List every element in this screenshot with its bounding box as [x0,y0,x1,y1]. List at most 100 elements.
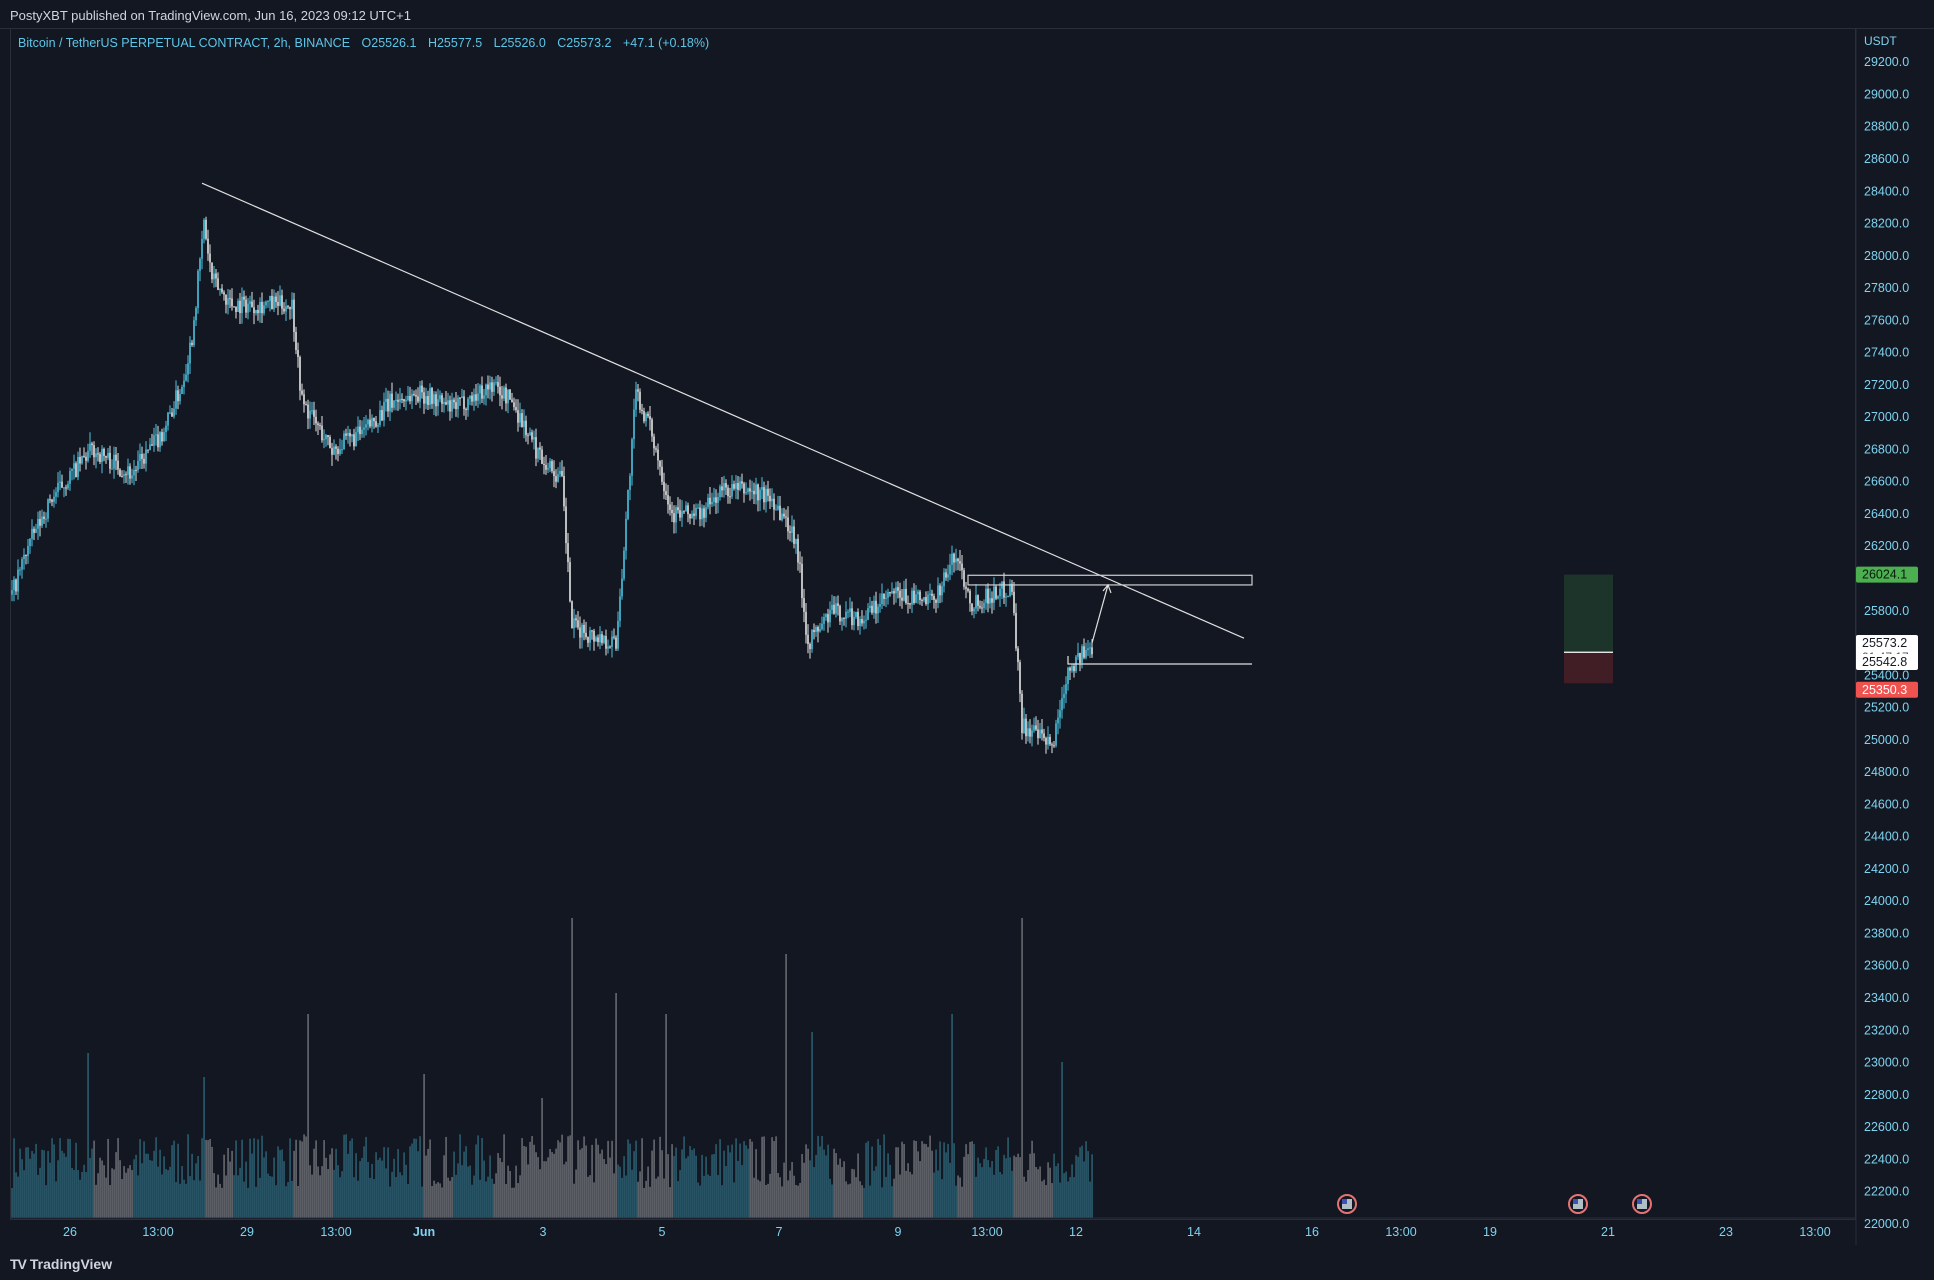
candle [615,635,617,651]
candle-body [921,599,923,601]
candle-body [483,395,485,399]
volume-bar [443,1155,445,1218]
candle [361,420,363,438]
candle-body [641,409,643,412]
candle-body [367,419,369,425]
volume-bar [569,1135,571,1218]
volume-bar [753,1177,755,1218]
candle [401,393,403,404]
volume-bar [335,1148,337,1218]
candle [429,383,431,410]
candle [555,469,557,489]
candle [427,390,429,410]
candle-body [391,393,393,408]
candle [257,304,259,321]
position-stop-zone[interactable] [1564,652,1613,684]
volume-bar [253,1138,255,1218]
candle [625,511,627,560]
candle [683,510,685,515]
candle-body [291,299,293,310]
candle-body [273,296,275,310]
volume-bar [297,1185,299,1218]
candle-body [171,412,173,417]
volume-bar [875,1166,877,1218]
volume-bar [1011,1170,1013,1218]
resistance-zone[interactable] [967,574,1253,586]
candle [661,459,663,485]
candle [411,389,413,409]
candle [329,434,331,449]
candle-body [405,400,407,402]
candle [1023,707,1025,734]
volume-bar [521,1138,523,1218]
volume-bar [177,1143,179,1218]
price-tick-label: 27400.0 [1864,346,1909,360]
us-flag-icon[interactable] [1568,1194,1588,1214]
candle-body [937,585,939,603]
candle [809,642,811,659]
volume-bar [341,1171,343,1218]
candle-body [65,487,67,489]
volume-bar [205,1139,207,1218]
candle [1019,659,1021,703]
symbol-legend[interactable]: Bitcoin / TetherUS PERPETUAL CONTRACT, 2… [18,36,717,50]
support-line[interactable] [1067,656,1252,665]
time-tick-label: 13:00 [1385,1225,1416,1239]
candle-body [71,468,73,472]
candle-body [469,395,471,399]
candle [853,611,855,631]
volume-bar [527,1164,529,1218]
candle-body [899,590,901,598]
us-flag-icon[interactable] [1337,1194,1357,1214]
candle [219,288,221,296]
candle [573,608,575,639]
price-chart[interactable]: 29200.029000.028800.028600.028400.028200… [0,0,1934,1245]
price-scale-unit[interactable]: USDT [1864,34,1897,48]
volume-bar [255,1186,257,1218]
candle [663,472,665,500]
candle [835,596,837,618]
legend-open: O25526.1 [361,36,417,50]
volume-bar [1023,1176,1025,1218]
candle [953,552,955,573]
candle-body [373,417,375,422]
projection-arrow[interactable] [1091,584,1109,644]
candle-body [379,410,381,425]
descending-trendline[interactable] [201,182,1245,639]
volume-bar [455,1174,457,1218]
candle-body [827,614,829,623]
position-target-zone[interactable] [1564,574,1613,653]
volume-bar [193,1180,195,1218]
candle-body [1053,745,1055,747]
candle [1001,581,1003,600]
candle-body [839,605,841,622]
volume-bar [977,1157,979,1218]
volume-bar [871,1146,873,1218]
candle [387,390,389,418]
candle [507,389,509,414]
candle-body [1039,729,1041,739]
volume-bar [339,1177,341,1218]
candle [175,380,177,415]
candle-body [243,296,245,300]
price-tick-label: 22400.0 [1864,1152,1909,1166]
candle-body [535,437,537,459]
candle-body [461,396,463,399]
volume-bar [481,1138,483,1218]
volume-bar [169,1166,171,1218]
candle-body [249,301,251,304]
candle [209,244,211,273]
candle [385,387,387,412]
candle [99,452,101,465]
candle-body [1019,662,1021,694]
time-tick-label: 9 [895,1225,902,1239]
volume-bar [861,1185,863,1218]
tradingview-brand[interactable]: TV TradingView [10,1256,112,1272]
us-flag-icon[interactable] [1632,1194,1652,1214]
volume-bar [863,1187,865,1218]
candle [1021,690,1023,740]
volume-bar [1055,1166,1057,1218]
candle [503,385,505,402]
volume-bar [705,1156,707,1218]
candle [317,421,319,436]
